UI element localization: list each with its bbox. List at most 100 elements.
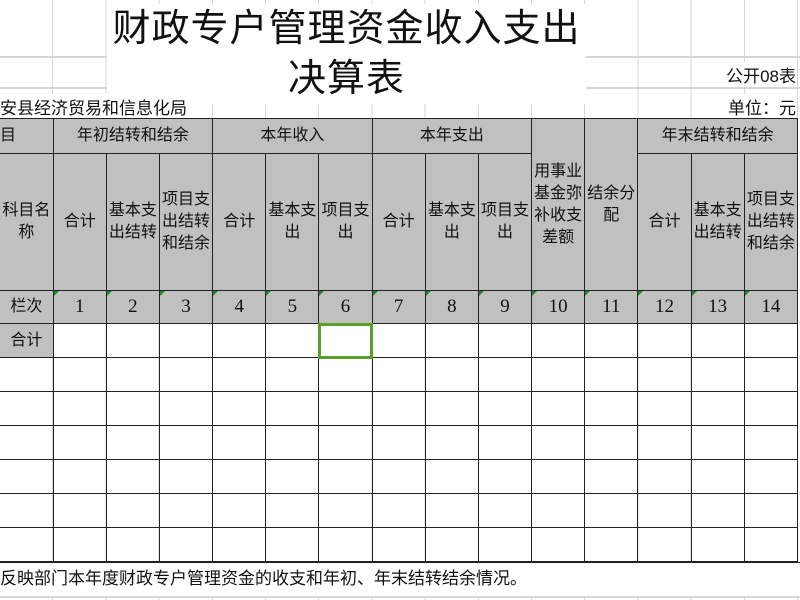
data-cell[interactable] (158, 459, 214, 494)
data-cell[interactable] (318, 357, 373, 392)
index-cell[interactable]: 10 (531, 290, 586, 324)
header-income-total[interactable]: 合计 (212, 153, 267, 291)
data-cell[interactable] (52, 527, 107, 562)
header-expense-project[interactable]: 项目支出 (477, 153, 533, 291)
index-cell[interactable]: 6 (318, 290, 373, 324)
data-cell[interactable] (584, 357, 639, 392)
data-cell[interactable] (318, 391, 373, 426)
selected-cell[interactable] (317, 322, 374, 359)
data-cell[interactable] (690, 493, 745, 528)
data-cell[interactable] (158, 323, 214, 358)
header-income-project[interactable]: 项目支出 (318, 153, 373, 291)
data-cell[interactable] (52, 323, 107, 358)
data-cell[interactable] (424, 323, 479, 358)
row-label-cell[interactable] (0, 391, 54, 426)
data-cell[interactable] (477, 425, 533, 460)
data-cell[interactable] (584, 391, 639, 426)
data-cell[interactable] (424, 357, 479, 392)
data-cell[interactable] (637, 425, 692, 460)
header-subject[interactable]: 目 (0, 118, 54, 154)
data-cell[interactable] (371, 459, 426, 494)
header-opening[interactable]: 年初结转和结余 (52, 118, 214, 154)
data-cell[interactable] (371, 391, 426, 426)
data-cell[interactable] (637, 527, 692, 562)
data-cell[interactable] (52, 357, 107, 392)
row-label-cell[interactable]: 合计 (0, 323, 54, 358)
data-cell[interactable] (371, 357, 426, 392)
data-cell[interactable] (105, 493, 160, 528)
index-cell[interactable]: 12 (637, 290, 692, 324)
data-cell[interactable] (212, 527, 267, 562)
form-code[interactable]: 公开08表 (722, 62, 796, 87)
data-cell[interactable] (158, 527, 214, 562)
header-expense-total[interactable]: 合计 (371, 153, 426, 291)
header-opening-total[interactable]: 合计 (52, 153, 107, 291)
header-closing-project[interactable]: 项目支 出结转 和结余 (743, 153, 799, 291)
index-cell[interactable]: 4 (212, 290, 267, 324)
data-cell[interactable] (637, 493, 692, 528)
data-cell[interactable] (690, 459, 745, 494)
data-cell[interactable] (743, 323, 799, 358)
header-income-basic[interactable]: 基本支出 (265, 153, 320, 291)
data-cell[interactable] (477, 493, 533, 528)
data-cell[interactable] (531, 493, 586, 528)
data-cell[interactable] (52, 493, 107, 528)
department-name[interactable]: 安县经济贸易和信息化局 (0, 94, 191, 119)
data-cell[interactable] (637, 357, 692, 392)
sheet-title[interactable]: 财政专户管理资金收入支出决算表 (107, 4, 586, 104)
data-cell[interactable] (690, 425, 745, 460)
data-cell[interactable] (265, 425, 320, 460)
data-cell[interactable] (105, 323, 160, 358)
data-cell[interactable] (477, 391, 533, 426)
data-cell[interactable] (105, 391, 160, 426)
data-cell[interactable] (105, 527, 160, 562)
data-cell[interactable] (690, 357, 745, 392)
data-cell[interactable] (371, 323, 426, 358)
index-cell[interactable]: 1 (52, 290, 107, 324)
data-cell[interactable] (531, 425, 586, 460)
data-cell[interactable] (743, 391, 799, 426)
index-label[interactable]: 栏次 (0, 290, 54, 324)
data-cell[interactable] (424, 459, 479, 494)
data-cell[interactable] (531, 357, 586, 392)
data-cell[interactable] (477, 323, 533, 358)
index-cell[interactable]: 9 (477, 290, 533, 324)
data-cell[interactable] (265, 323, 320, 358)
data-cell[interactable] (105, 459, 160, 494)
header-opening-basic[interactable]: 基本支 出结转 (105, 153, 160, 291)
row-label-cell[interactable] (0, 425, 54, 460)
data-cell[interactable] (265, 459, 320, 494)
index-cell[interactable]: 13 (690, 290, 745, 324)
index-cell[interactable]: 14 (743, 290, 799, 324)
data-cell[interactable] (158, 391, 214, 426)
data-cell[interactable] (52, 425, 107, 460)
data-cell[interactable] (265, 493, 320, 528)
data-cell[interactable] (52, 459, 107, 494)
data-cell[interactable] (52, 391, 107, 426)
data-cell[interactable] (424, 527, 479, 562)
footer-note[interactable]: 反映部门本年度财政专户管理资金的收支和年初、年末结转结余情况。 (0, 562, 800, 596)
index-cell[interactable]: 7 (371, 290, 426, 324)
data-cell[interactable] (531, 527, 586, 562)
header-income[interactable]: 本年收入 (212, 118, 373, 154)
data-cell[interactable] (371, 425, 426, 460)
data-cell[interactable] (318, 493, 373, 528)
data-cell[interactable] (212, 357, 267, 392)
data-cell[interactable] (743, 459, 799, 494)
data-cell[interactable] (637, 459, 692, 494)
data-cell[interactable] (158, 357, 214, 392)
data-cell[interactable] (637, 391, 692, 426)
data-cell[interactable] (584, 527, 639, 562)
data-cell[interactable] (318, 425, 373, 460)
header-expense-basic[interactable]: 基本支出 (424, 153, 479, 291)
unit-label[interactable]: 单位：元 (724, 94, 796, 119)
header-fund-offset[interactable]: 用事业 基金弥 补收支 差额 (531, 118, 586, 291)
data-cell[interactable] (212, 391, 267, 426)
header-closing-total[interactable]: 合计 (637, 153, 692, 291)
data-cell[interactable] (531, 459, 586, 494)
header-surplus-distribution[interactable]: 结余分配 (584, 118, 639, 291)
data-cell[interactable] (743, 357, 799, 392)
data-cell[interactable] (318, 527, 373, 562)
header-expense[interactable]: 本年支出 (371, 118, 533, 154)
data-cell[interactable] (477, 357, 533, 392)
